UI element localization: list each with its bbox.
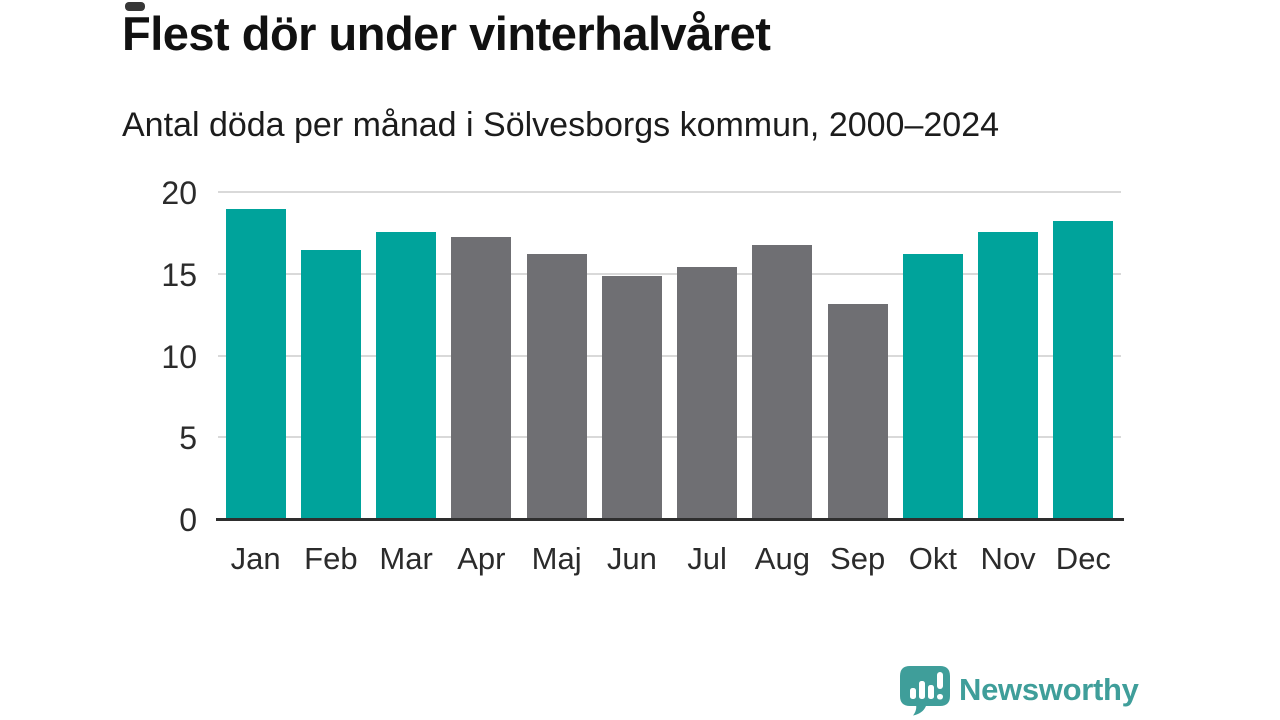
x-axis: Jan Feb Mar Apr Maj Jun Jul Aug Sep Okt Nov Dec: [218, 541, 1121, 584]
x-tick-jul: Jul: [687, 541, 727, 576]
gridline-20: [218, 191, 1121, 193]
x-tick-okt: Okt: [908, 541, 957, 576]
bar-okt: [902, 253, 963, 520]
screenshot-artifact: [125, 2, 145, 11]
bar-aug: [752, 245, 813, 520]
bar-maj: [526, 253, 587, 520]
x-tick-mar: Mar: [379, 541, 433, 576]
mini-bar-chart-glyph: [910, 672, 943, 700]
bar-jun: [601, 276, 662, 520]
logo-text: Newsworthy: [959, 672, 1139, 707]
y-tick-5: 5: [179, 420, 197, 457]
y-tick-20: 20: [161, 175, 197, 211]
y-tick-0: 0: [179, 502, 197, 538]
bar-nov: [978, 232, 1039, 520]
plot-area: [216, 191, 1124, 521]
bar-mar: [376, 232, 437, 520]
bar-dec: [1053, 220, 1114, 520]
x-tick-jun: Jun: [606, 541, 657, 576]
speech-bubble-bar-chart-icon: [900, 666, 950, 716]
x-tick-nov: Nov: [980, 541, 1036, 576]
y-axis: 0 5 10 15 20: [0, 177, 197, 536]
x-tick-feb: Feb: [304, 541, 358, 576]
x-tick-maj: Maj: [531, 541, 582, 576]
gridline-10: [218, 354, 1121, 357]
gridline-15: [218, 272, 1121, 275]
chart-title: Flest dör under vinterhalvåret: [122, 7, 771, 60]
bar-apr: [451, 237, 512, 520]
newsworthy-logo: Newsworthy: [898, 664, 1139, 716]
gridline-5: [218, 436, 1121, 439]
x-tick-jan: Jan: [230, 541, 281, 576]
x-tick-sep: Sep: [830, 541, 886, 576]
bar-sep: [827, 304, 888, 520]
y-tick-15: 15: [161, 256, 197, 293]
x-axis-line: [216, 518, 1124, 521]
chart-subtitle: Antal döda per månad i Sölvesborgs kommu…: [122, 106, 1000, 144]
x-tick-aug: Aug: [754, 541, 810, 576]
y-tick-10: 10: [161, 338, 197, 375]
bar-feb: [300, 250, 361, 520]
bar-jan: [225, 209, 286, 520]
x-tick-apr: Apr: [457, 541, 506, 576]
x-tick-dec: Dec: [1055, 541, 1111, 576]
bar-jul: [677, 266, 738, 520]
